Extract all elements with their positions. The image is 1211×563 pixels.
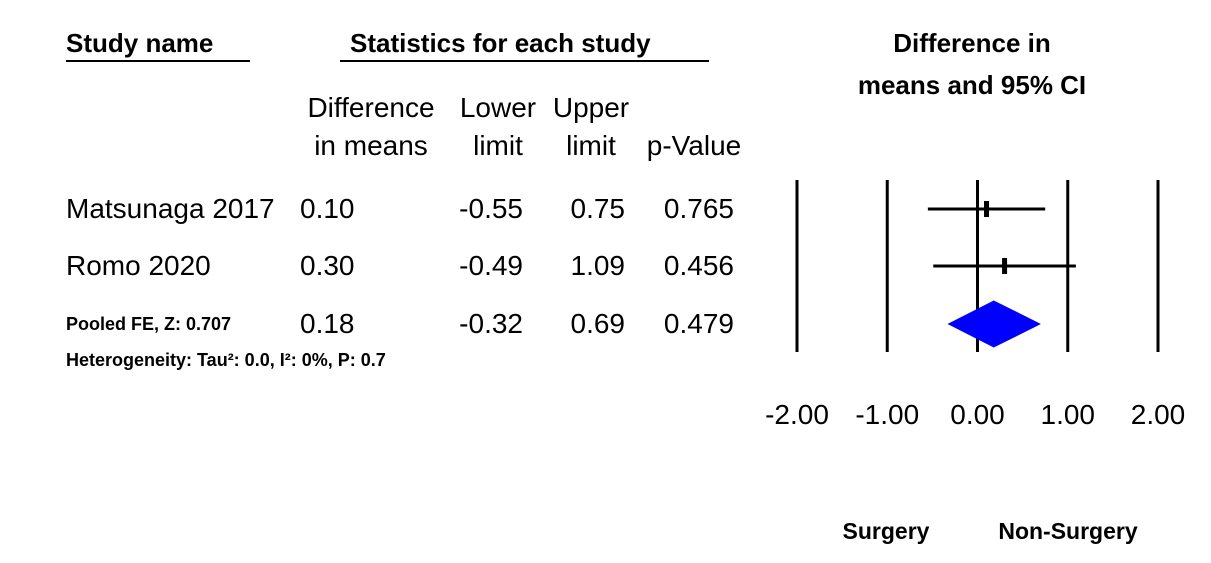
p-row1: 0.765 xyxy=(663,193,734,224)
diff-row1: 0.10 xyxy=(300,193,355,224)
study-name-row2: Romo 2020 xyxy=(66,250,211,281)
p-row2: 0.456 xyxy=(663,250,734,281)
study-name-header: Study name xyxy=(66,28,214,58)
col-upper-header: Upper limit xyxy=(545,89,637,165)
pooled-diamond xyxy=(947,300,1041,348)
upper-pooled: 0.69 xyxy=(570,308,626,339)
col-upper-line1: Upper xyxy=(552,92,630,123)
heterogeneity-label: Heterogeneity: Tau²: 0.0, I²: 0%, P: 0.7 xyxy=(66,350,386,370)
lower-row2: -0.49 xyxy=(459,250,523,281)
col-upper-line2: limit xyxy=(566,130,616,161)
x-tick-label-3: 1.00 xyxy=(1041,399,1096,430)
p-pooled: 0.479 xyxy=(663,308,734,339)
col-lower-line2: limit xyxy=(473,130,523,161)
study-name-row1: Matsunaga 2017 xyxy=(66,193,275,224)
favours-right-label: Non-Surgery xyxy=(998,518,1138,544)
point-estimate-study-2 xyxy=(1002,258,1008,274)
statistics-header: Statistics for each study xyxy=(350,28,651,58)
col-lower-line1: Lower xyxy=(459,92,537,123)
favours-left-label: Surgery xyxy=(842,518,930,544)
lower-row1: -0.55 xyxy=(459,193,523,224)
col-diff-header: Difference in means xyxy=(296,89,446,165)
study-name-underline xyxy=(66,60,250,62)
plot-title-line1: Difference in xyxy=(893,28,1051,58)
lower-pooled: -0.32 xyxy=(459,308,523,339)
col-diff-line1: Difference xyxy=(307,92,435,123)
upper-row2: 1.09 xyxy=(570,250,626,281)
col-lower-header: Lower limit xyxy=(450,89,546,165)
upper-row1: 0.75 xyxy=(570,193,626,224)
col-p-line1 xyxy=(638,89,750,127)
x-tick-label-4: 2.00 xyxy=(1131,399,1186,430)
point-estimate-study-1 xyxy=(984,201,990,217)
diff-row2: 0.30 xyxy=(300,250,355,281)
pooled-label: Pooled FE, Z: 0.707 xyxy=(66,314,232,334)
x-tick-label-1: -1.00 xyxy=(855,399,919,430)
col-p-line2: p-Value xyxy=(646,130,742,161)
statistics-underline xyxy=(340,60,709,62)
diff-pooled: 0.18 xyxy=(300,308,355,339)
col-p-header: p-Value xyxy=(638,89,750,165)
col-diff-line2: in means xyxy=(314,130,428,161)
x-tick-label-0: -2.00 xyxy=(765,399,829,430)
x-tick-label-2: 0.00 xyxy=(950,399,1005,430)
plot-title-line2: means and 95% CI xyxy=(857,70,1087,100)
